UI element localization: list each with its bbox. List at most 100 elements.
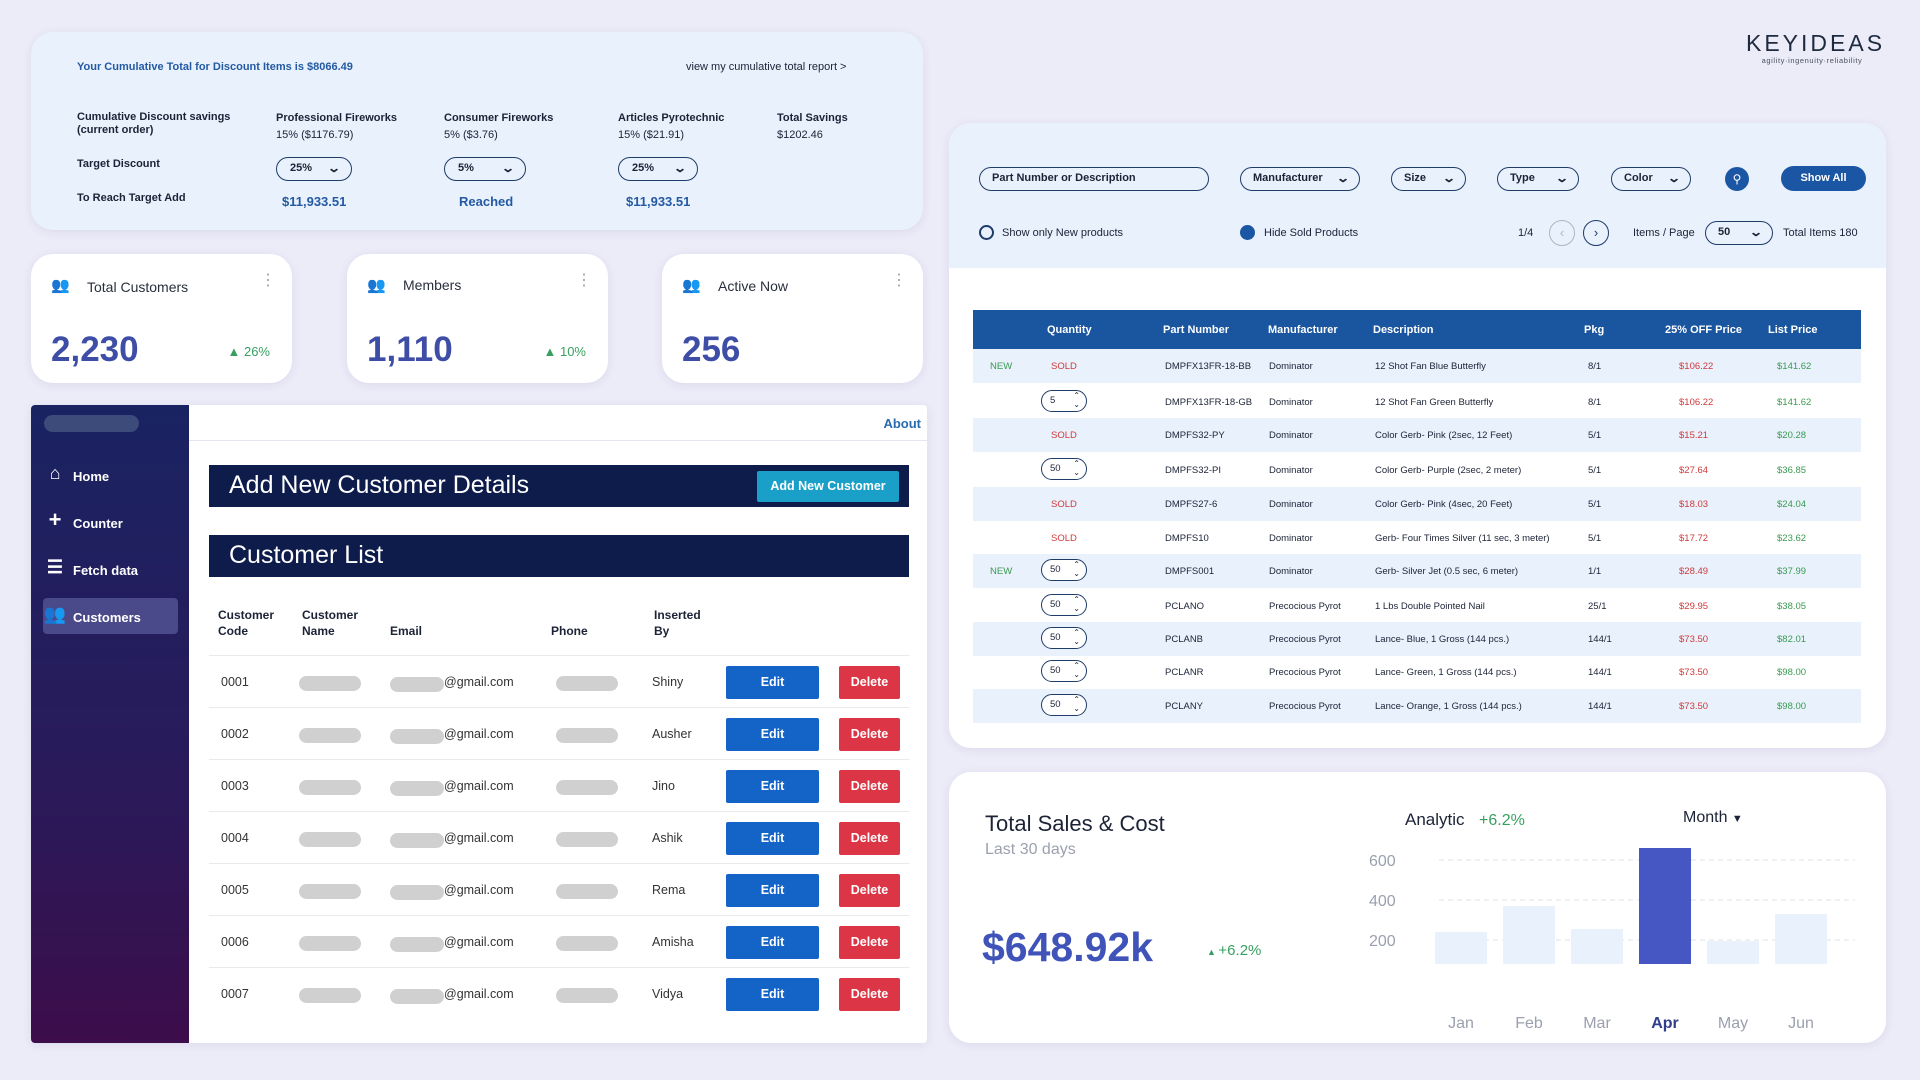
parts-table-row: SOLD DMPFS27-6 Dominator Color Gerb- Pink (… <box>973 487 1861 521</box>
quantity-value: 50 <box>1050 564 1061 575</box>
customer-email-domain: @gmail.com <box>444 779 514 793</box>
delete-button[interactable]: Delete <box>839 770 900 803</box>
col-pyrotechnic-value: 15% ($21.91) <box>618 129 685 141</box>
show-all-button[interactable]: Show All <box>1781 166 1866 191</box>
manufacturer-select[interactable]: Manufacturer ⌄ <box>1240 167 1360 191</box>
size-select[interactable]: Size ⌄ <box>1391 167 1466 191</box>
edit-button[interactable]: Edit <box>726 978 819 1011</box>
package: 5/1 <box>1588 465 1602 476</box>
edit-button[interactable]: Edit <box>726 874 819 907</box>
col-consumer-value: 5% ($3.76) <box>444 129 498 141</box>
edit-button[interactable]: Edit <box>726 926 819 959</box>
description: Color Gerb- Pink (4sec, 20 Feet) <box>1375 499 1513 510</box>
home-icon: ⌂ <box>49 463 61 483</box>
list-price: $36.85 <box>1777 465 1807 476</box>
consumer-target-select[interactable]: 5% ⌄ <box>444 157 526 181</box>
next-page-button[interactable]: › <box>1583 220 1609 246</box>
manufacturer: Precocious Pyrot <box>1269 634 1341 645</box>
size-label: Size <box>1404 172 1427 184</box>
discount-price: $106.22 <box>1679 361 1714 372</box>
parts-table-row: 50 ⌃ ⌄ PCLANO Precocious Pyrot 1 Lbs Double P… <box>973 589 1861 623</box>
show-new-radio[interactable] <box>979 225 994 240</box>
logo-tagline: agility·ingenuity·reliability <box>1761 56 1863 65</box>
sidebar-item-customers[interactable]: 👥 Customers <box>43 598 178 634</box>
row-separator <box>209 811 909 812</box>
more-options-icon[interactable]: ⋮ <box>576 272 592 289</box>
x-tick-label: Jan <box>1448 1015 1474 1032</box>
search-icon[interactable]: ⚲ <box>1725 167 1749 191</box>
sidebar-item-counter[interactable]: + Counter <box>43 504 178 540</box>
type-select[interactable]: Type ⌄ <box>1497 167 1579 191</box>
more-options-icon[interactable]: ⋮ <box>260 272 276 289</box>
discount-price: $73.50 <box>1679 701 1709 712</box>
edit-button[interactable]: Edit <box>726 770 819 803</box>
edit-button[interactable]: Edit <box>726 718 819 751</box>
customer-name-redacted <box>299 884 361 899</box>
quantity-stepper[interactable]: 50 ⌃ ⌄ <box>1041 660 1087 682</box>
col-professional-title: Professional Fireworks <box>276 112 398 124</box>
quantity-stepper[interactable]: 50 ⌃ ⌄ <box>1041 594 1087 616</box>
list-price: $38.05 <box>1777 601 1807 612</box>
col-header-email: Email <box>390 624 423 638</box>
stat-change: ▲ 26% <box>227 344 270 359</box>
customer-email-domain: @gmail.com <box>444 883 514 897</box>
hide-sold-radio[interactable] <box>1240 225 1255 240</box>
quantity-stepper[interactable]: 50 ⌃ ⌄ <box>1041 458 1087 480</box>
sales-amount: $648.92k <box>982 924 1154 970</box>
email-user-redacted <box>390 989 444 1004</box>
period-select[interactable]: Month ▼ <box>1683 809 1743 827</box>
edit-button[interactable]: Edit <box>726 822 819 855</box>
pyrotechnic-target-select[interactable]: 25% ⌄ <box>618 157 698 181</box>
delete-button[interactable]: Delete <box>839 874 900 907</box>
items-per-page-select[interactable]: 50 ⌄ <box>1705 221 1773 245</box>
quantity-stepper[interactable]: 50 ⌃ ⌄ <box>1041 627 1087 649</box>
stat-change: ▲ 10% <box>543 344 586 359</box>
sold-badge: SOLD <box>1051 533 1077 544</box>
quantity-stepper[interactable]: 5 ⌃ ⌄ <box>1041 390 1087 412</box>
stat-label: Total Customers <box>87 279 189 295</box>
part-number: PCLANB <box>1165 634 1204 645</box>
stat-value: 1,110 <box>367 330 453 369</box>
bar-apr <box>1639 848 1691 964</box>
top-bar: About <box>189 405 927 441</box>
delete-button[interactable]: Delete <box>839 978 900 1011</box>
more-options-icon[interactable]: ⋮ <box>891 272 907 289</box>
sidebar-item-fetch-data[interactable]: ☰ Fetch data <box>43 551 178 587</box>
customer-admin-panel: ⌂ Home + Counter ☰ Fetch data 👥 Customers Ab… <box>31 405 927 1043</box>
list-price: $141.62 <box>1777 397 1812 408</box>
stat-label: Active Now <box>718 278 789 294</box>
quantity-stepper[interactable]: 50 ⌃ ⌄ <box>1041 694 1087 716</box>
delete-button[interactable]: Delete <box>839 718 900 751</box>
part-number: DMPFX13FR-18-GB <box>1165 397 1253 408</box>
bar-jan <box>1435 932 1487 964</box>
delete-button[interactable]: Delete <box>839 926 900 959</box>
prev-page-button[interactable]: ‹ <box>1549 220 1575 246</box>
sidebar-item-home[interactable]: ⌂ Home <box>43 457 178 493</box>
manufacturer: Dominator <box>1269 499 1313 510</box>
part-number: DMPFS32-PY <box>1165 430 1225 441</box>
x-tick-label: Feb <box>1515 1015 1543 1032</box>
parts-table-row: SOLD DMPFS10 Dominator Gerb- Four Times Sil… <box>973 521 1861 555</box>
cumulative-report-link[interactable]: view my cumulative total report > <box>686 61 847 73</box>
chevron-down-icon: ⌄ <box>500 161 516 175</box>
inserted-by: Jino <box>652 779 675 793</box>
package: 144/1 <box>1588 701 1612 712</box>
chevron-down-icon: ⌄ <box>1335 171 1351 185</box>
about-link[interactable]: About <box>883 416 921 431</box>
part-number: DMPFS001 <box>1165 566 1215 577</box>
users-icon: 👥 <box>367 277 386 294</box>
parts-catalog-card: Part Number or Description Manufacturer ⌄… <box>949 123 1886 748</box>
delete-button[interactable]: Delete <box>839 822 900 855</box>
delete-button[interactable]: Delete <box>839 666 900 699</box>
package: 8/1 <box>1588 397 1602 408</box>
add-new-customer-button[interactable]: Add New Customer <box>757 471 899 502</box>
professional-target-select[interactable]: 25% ⌄ <box>276 157 352 181</box>
col-header-list-price: List Price <box>1768 324 1818 336</box>
color-select[interactable]: Color ⌄ <box>1611 167 1691 191</box>
edit-button[interactable]: Edit <box>726 666 819 699</box>
quantity-stepper[interactable]: 50 ⌃ ⌄ <box>1041 559 1087 581</box>
part-number: DMPFS32-PI <box>1165 465 1221 476</box>
part-search-input[interactable]: Part Number or Description <box>979 167 1209 191</box>
stepper-arrows-icon: ⌃ ⌄ <box>1073 595 1080 613</box>
arrow-up-icon: ▲ <box>543 344 560 359</box>
